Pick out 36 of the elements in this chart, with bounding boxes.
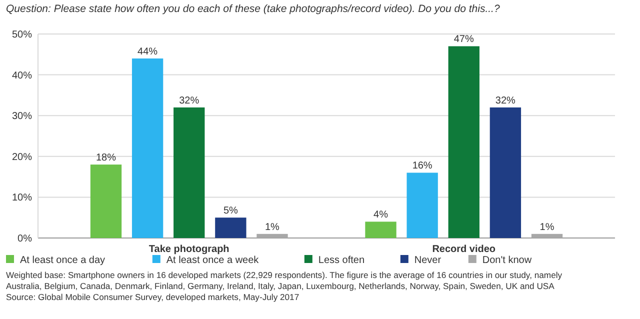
bar bbox=[490, 107, 522, 238]
data-label: 47% bbox=[454, 34, 474, 46]
bar bbox=[90, 164, 122, 238]
chart-title: Question: Please state how often you do each of these (take photographs/record video). Do you do this...? bbox=[6, 3, 500, 15]
data-label: 5% bbox=[223, 206, 238, 217]
y-tick-label: 30% bbox=[12, 111, 32, 122]
x-tick-label: Record video bbox=[432, 244, 496, 255]
bar bbox=[365, 222, 396, 238]
text: Weighted base: Smartphone owners in 16 developed markets (22,929 respondents). The figure is the average of 16 countries in our study, namely Australia, Belgium, Canada, Denmark, Finland, Germany, Ireland, Italy, Japan, Luxembourg, Netherlands, Norway, Spain, Sweden, UK and USA bbox=[6, 270, 563, 291]
y-tick-label: 50% bbox=[12, 30, 32, 40]
data-label: 32% bbox=[495, 95, 516, 106]
y-tick-label: 0% bbox=[18, 234, 32, 244]
data-label: 1% bbox=[265, 222, 280, 233]
legend-label: Don't know bbox=[482, 255, 532, 266]
data-label: 4% bbox=[374, 210, 388, 221]
data-label: 32% bbox=[179, 95, 200, 106]
y-tick-label: 40% bbox=[12, 70, 32, 82]
legend-label: At least once a week bbox=[166, 255, 260, 266]
legend-label: Less often bbox=[318, 255, 365, 266]
source-note: Source: Global Mobile Consumer Survey, developed markets, May-July 2017 bbox=[6, 292, 300, 302]
bar bbox=[132, 58, 164, 238]
legend-label: At least once a day bbox=[20, 255, 106, 266]
y-tick-label: 20% bbox=[12, 152, 32, 163]
data-label: 16% bbox=[412, 160, 432, 172]
data-label: 1% bbox=[540, 222, 554, 233]
x-tick-label: Take photograph bbox=[148, 244, 230, 255]
legend-label: Never bbox=[414, 255, 442, 266]
data-label: 44% bbox=[138, 46, 158, 58]
bar bbox=[174, 107, 205, 238]
bar bbox=[448, 46, 480, 238]
bar bbox=[256, 234, 288, 238]
bar bbox=[215, 218, 246, 238]
data-label: 18% bbox=[96, 152, 116, 164]
bar bbox=[531, 234, 563, 238]
y-tick-label: 10% bbox=[12, 192, 32, 204]
bar bbox=[406, 172, 438, 238]
